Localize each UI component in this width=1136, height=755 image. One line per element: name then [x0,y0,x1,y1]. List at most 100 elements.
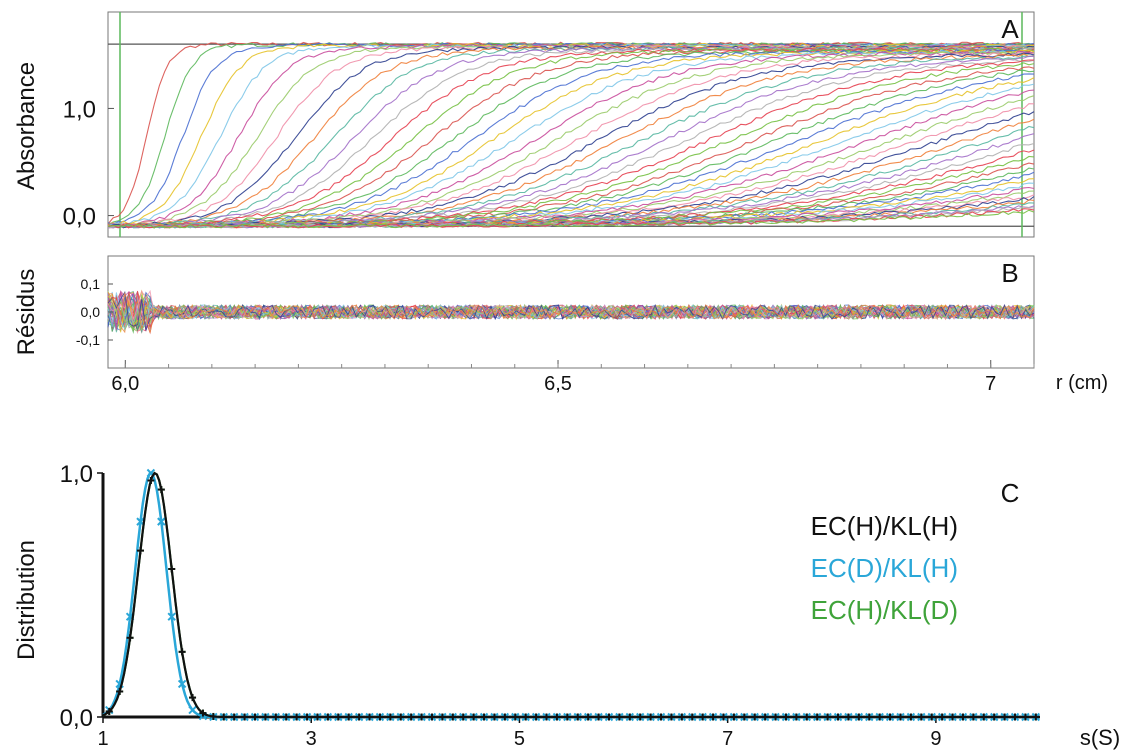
panel-c-data-marker [1021,713,1029,721]
panel-a-frame [107,11,1035,238]
panel-a-curves [107,12,1035,237]
panel-c-data-marker [959,713,967,721]
panel-c-x-axis-label: s(S) [1080,725,1120,750]
panel-c-curves [102,468,1041,722]
panel-c-label: C [1001,478,1020,508]
panel-b-y-tick-label: -0,1 [76,332,100,348]
panel-c-legend-entry: EC(H)/KL(H) [811,511,958,541]
panel-c-data-marker [844,713,852,721]
panel-a-boundary-curve [107,47,1035,229]
panel-a-boundary-curve [107,52,1035,228]
panel-c-legend: EC(H)/KL(H) EC(D)/KL(H) EC(H)/KL(D) [811,511,958,625]
panel-a-boundary-curve [107,58,1035,228]
panel-a-boundary-curve [107,55,1035,229]
panel-c-data-marker [876,713,884,721]
panel-a-label: A [1001,14,1019,44]
panel-c-data-marker [522,713,530,721]
panel-c-data-marker [449,713,457,721]
panel-c-data-marker [855,713,863,721]
panel-c-data-marker [116,687,124,695]
panel-c-data-marker [366,713,374,721]
panel-a-boundary-curve [107,44,1035,228]
panel-c-data-marker [261,713,269,721]
panel-b-y-tick-label: 0,1 [81,276,101,292]
panel-b-x-ticks: 6,0 6,5 7 [111,360,1035,395]
panel-c-data-marker [272,713,280,721]
panel-c-data-marker [126,634,134,642]
panel-c-data-marker [136,547,144,555]
panel-b-y-ticks: 0,1 0,0 -0,1 [76,276,113,348]
panel-b-residual-curve [107,289,1035,322]
panel-c-data-marker [678,713,686,721]
panel-c-data-marker [501,713,509,721]
panel-c-data-marker [615,713,623,721]
panel-c-data-marker [730,713,738,721]
panel-b-y-tick-label: 0,0 [81,304,101,320]
panel-c-data-marker [511,713,519,721]
panel-c-data-marker [480,713,488,721]
panel-c-data-marker [147,477,155,485]
panel-c-data-marker [376,713,384,721]
panel-c-data-marker [167,612,176,621]
panel-c-data-marker [626,713,634,721]
panel-c-data-marker [657,713,665,721]
panel-c-data-marker [428,713,436,721]
panel-c-data-marker [813,713,821,721]
panel-c-x-tick-label: 5 [514,728,525,750]
panel-c-data-marker [990,713,998,721]
panel-a-boundary-curve [107,50,1035,229]
panel-c-legend-entry: EC(H)/KL(D) [811,595,958,625]
panel-a-y-tick-label: 0,0 [63,204,96,231]
panel-c-data-marker [324,713,332,721]
panel-b-x-tick-label: 7 [985,373,996,395]
panel-c-data-marker [282,713,290,721]
panel-c-data-marker [313,713,321,721]
panel-a-y-axis-label: Absorbance [13,62,40,190]
panel-a-boundary-curve [107,51,1035,229]
panel-c-data-marker [157,517,166,526]
panel-b-x-tick-label: 6,5 [544,373,572,395]
panel-a-boundary-curve [107,51,1035,228]
panel-c-data-marker [230,713,238,721]
panel-c-data-marker [667,713,675,721]
panel-c-data-marker [407,713,415,721]
panel-a-boundary-curve [107,53,1035,229]
panel-c-data-marker [188,705,197,715]
panel-b-curves [107,289,1035,335]
panel-c-data-marker [397,713,405,721]
panel-c-data-marker [928,713,936,721]
panel-a-boundary-curve [107,83,1035,229]
panel-c-data-marker [157,486,165,494]
panel-c-data-marker [355,713,363,721]
panel-c-data-marker [490,713,498,721]
panel-c-data-marker [772,713,780,721]
panel-c-data-marker [178,648,186,656]
panel-c-data-marker [865,713,873,721]
panel-c-data-marker [438,713,446,721]
panel-c-data-marker [532,713,540,721]
panel-a-boundary-curve [107,50,1035,228]
panel-c-data-marker [949,713,957,721]
panel-c-data-marker [209,712,217,720]
panel-c-data-marker [886,713,894,721]
panel-c-data-marker [470,713,478,721]
panel-c-x-tick-label: 7 [722,728,733,750]
panel-a-boundary-curve [107,209,1035,229]
panel-c-y-tick-label: 1,0 [60,461,93,488]
panel-c-data-marker [220,713,228,721]
panel-c-data-marker [1032,713,1040,721]
panel-c-x-tick-label: 1 [97,728,108,750]
panel-c-data-marker [605,713,613,721]
panel-c-data-marker [1001,713,1009,721]
panel-c-data-marker [584,713,592,721]
panel-c-data-marker [699,713,707,721]
panel-c-data-marker [647,713,655,721]
panel-c-data-marker [543,713,551,721]
panel-c-data-marker [105,707,113,715]
panel-c-data-marker [418,713,426,721]
panel-c-data-marker [782,713,790,721]
panel-c-data-marker [907,713,915,721]
panel-c-data-marker [740,713,748,721]
panel-c-data-marker [199,709,207,717]
